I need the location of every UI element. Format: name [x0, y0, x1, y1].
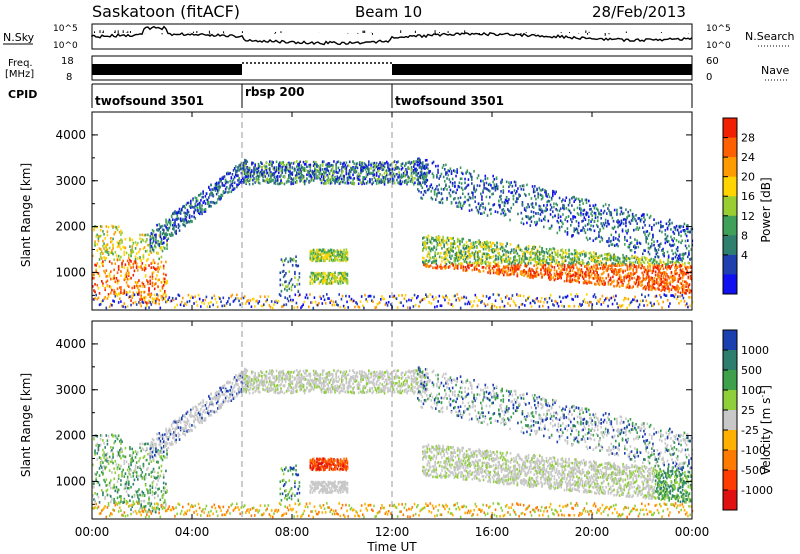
nsky-panel: N.Sky 10^5 10^0 10^5 10^0 N.Search	[3, 23, 795, 51]
freq-band-3	[392, 64, 692, 75]
velocity-scatter	[92, 366, 694, 519]
power-colorbar-swatch	[723, 118, 737, 139]
nave-tick-bottom: 0	[706, 72, 712, 83]
velocity-colorbar-swatch	[723, 430, 737, 451]
nsearch-label: N.Search	[745, 30, 795, 43]
power-colorbar-tick: 28	[741, 132, 755, 145]
velocity-colorbar-tick: -100	[741, 444, 766, 457]
power-y-ticks: 1000 2000 3000 4000	[55, 111, 692, 296]
cpid-segment-3: twofsound 3501	[395, 94, 504, 108]
velocity-colorbar-swatch	[723, 410, 737, 431]
velocity-colorbar-swatch	[723, 490, 737, 511]
velocity-colorbar-swatch	[723, 330, 737, 351]
cpid-label: CPID	[8, 88, 37, 101]
velocity-colorbar-swatch	[723, 390, 737, 411]
x-tick-label: 08:00	[275, 525, 310, 539]
power-scatter	[92, 157, 694, 310]
nsky-trace	[91, 25, 693, 46]
x-tick-label: 00:00	[675, 525, 710, 539]
y-tick-label: 1000	[55, 265, 86, 279]
nave-tick-top: 60	[706, 56, 719, 67]
power-colorbar-tick: 24	[741, 151, 755, 164]
freq-unit-label: [MHz]	[5, 69, 34, 80]
velocity-colorbar-tick: 500	[741, 364, 762, 377]
velocity-colorbar-swatch	[723, 370, 737, 391]
y-tick-label: 3000	[55, 383, 86, 397]
power-colorbar-tick: 16	[741, 190, 755, 203]
velocity-colorbar-tick: 1000	[741, 344, 769, 357]
beam-title: Beam 10	[355, 3, 422, 21]
freq-tick-top: 18	[61, 56, 74, 67]
power-colorbar-swatch	[723, 274, 737, 295]
velocity-colorbar-label: Velocity [m s-1]	[758, 385, 773, 475]
x-tick-label: 12:00	[375, 525, 410, 539]
velocity-colorbar-swatch	[723, 350, 737, 371]
power-colorbar: 28 24 20 16 12 8 4	[722, 117, 755, 295]
y-tick-label: 1000	[55, 474, 86, 488]
nave-label: Nave	[761, 64, 789, 77]
freq-band-1	[92, 64, 242, 75]
x-tick-label: 16:00	[475, 525, 510, 539]
power-colorbar-swatch	[723, 157, 737, 178]
cpid-segment-2: rbsp 200	[245, 85, 304, 99]
cpid-segment-1: twofsound 3501	[95, 94, 204, 108]
x-tick-label: 20:00	[575, 525, 610, 539]
nsearch-tick-top: 10^5	[706, 24, 731, 34]
y-tick-label: 4000	[55, 128, 86, 142]
power-panel: 1000 2000 3000 4000 Slant Range [km]	[19, 111, 694, 311]
power-colorbar-tick: 8	[741, 229, 748, 242]
velocity-colorbar-tick: -1000	[741, 484, 773, 497]
velocity-panel: 1000 2000 3000 4000 Slant Range [km]	[19, 320, 694, 520]
velocity-colorbar-tick: -25	[741, 424, 759, 437]
cpid-bar: CPID twofsound 3501 rbsp 200 twofsound 3…	[8, 83, 693, 108]
y-tick-label: 3000	[55, 174, 86, 188]
power-colorbar-swatch	[723, 215, 737, 236]
power-colorbar-label: Power [dB]	[759, 177, 773, 242]
power-colorbar-swatch	[723, 254, 737, 275]
power-colorbar-tick: 12	[741, 210, 755, 223]
velocity-y-label: Slant Range [km]	[19, 373, 33, 477]
velocity-colorbar-tick: 25	[741, 404, 755, 417]
power-colorbar-swatch	[723, 137, 737, 158]
power-colorbar-tick: 4	[741, 249, 748, 262]
velocity-colorbar-tick: -500	[741, 464, 766, 477]
x-axis-label: Time UT	[366, 540, 417, 554]
velocity-colorbar: 1000 500 100 25 -25 -100 -500 -1000	[722, 329, 773, 511]
x-tick-label: 00:00	[75, 525, 110, 539]
power-colorbar-swatch	[723, 196, 737, 217]
nsky-tick-top: 10^5	[53, 24, 78, 34]
y-tick-label: 4000	[55, 337, 86, 351]
velocity-colorbar-swatch	[723, 470, 737, 491]
y-tick-label: 2000	[55, 429, 86, 443]
nsearch-tick-bottom: 10^0	[706, 41, 731, 51]
freq-tick-bottom: 8	[66, 72, 72, 83]
station-title: Saskatoon (fitACF)	[92, 2, 240, 21]
nsky-tick-bottom: 10^0	[53, 41, 78, 51]
freq-label: Freq.	[8, 58, 33, 69]
freq-panel: Freq. [MHz] 18 8 60 0 Nave	[5, 55, 789, 83]
velocity-colorbar-tick: 100	[741, 384, 762, 397]
power-colorbar-swatch	[723, 176, 737, 197]
x-tick-label: 04:00	[175, 525, 210, 539]
velocity-colorbar-swatch	[723, 450, 737, 471]
velocity-y-ticks: 1000 2000 3000 4000	[55, 320, 692, 505]
date-title: 28/Feb/2013	[592, 3, 686, 21]
power-colorbar-swatch	[723, 235, 737, 256]
y-tick-label: 2000	[55, 220, 86, 234]
x-axis: 00:00 04:00 08:00 12:00 16:00 20:00 00:00	[75, 112, 710, 539]
nsky-label: N.Sky	[3, 31, 35, 44]
power-y-label: Slant Range [km]	[19, 163, 33, 267]
power-colorbar-tick: 20	[741, 171, 755, 184]
